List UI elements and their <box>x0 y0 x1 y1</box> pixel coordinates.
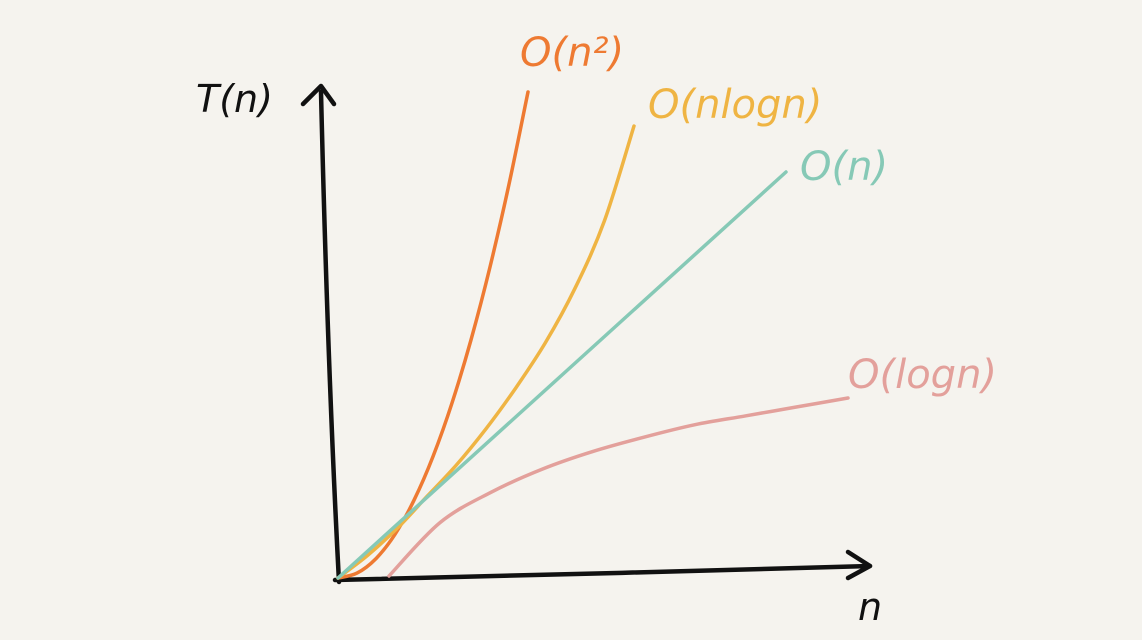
x-axis-arrowhead <box>845 549 873 581</box>
series-label-1: O(n²) <box>520 30 624 76</box>
y-axis-line <box>318 89 342 585</box>
series-label-2: O(nlogn) <box>648 82 822 128</box>
series-labels: O(n²) O(nlogn) O(n) O(logn) <box>520 30 997 398</box>
x-axis-label: n <box>858 585 882 629</box>
series-line-1 <box>336 90 530 580</box>
series-label-3: O(n) <box>800 144 888 190</box>
x-axis-line <box>332 563 873 583</box>
y-axis-arrowhead <box>300 83 337 107</box>
series-label-4: O(logn) <box>848 352 997 398</box>
y-axis-label: T(n) <box>196 77 273 121</box>
series-lines <box>336 90 850 580</box>
series-line-2 <box>336 124 636 580</box>
series-line-4 <box>387 396 850 578</box>
series-line-3 <box>336 170 788 580</box>
